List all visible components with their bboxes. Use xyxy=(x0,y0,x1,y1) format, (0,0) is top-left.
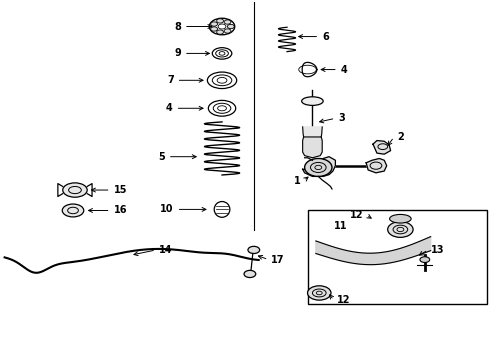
Ellipse shape xyxy=(227,24,234,29)
Ellipse shape xyxy=(217,19,223,23)
Bar xyxy=(308,211,487,304)
Polygon shape xyxy=(303,137,322,158)
Text: 14: 14 xyxy=(159,245,172,255)
Text: 9: 9 xyxy=(174,48,181,58)
Polygon shape xyxy=(366,158,387,173)
Polygon shape xyxy=(373,140,391,154)
Ellipse shape xyxy=(388,222,413,237)
Text: 12: 12 xyxy=(337,295,350,305)
Text: 7: 7 xyxy=(167,75,173,85)
Ellipse shape xyxy=(224,29,231,33)
Ellipse shape xyxy=(248,246,260,253)
Text: 10: 10 xyxy=(160,204,173,215)
Polygon shape xyxy=(303,157,335,176)
Ellipse shape xyxy=(308,286,331,300)
Text: 16: 16 xyxy=(114,206,127,216)
Text: 15: 15 xyxy=(114,185,127,195)
Text: 4: 4 xyxy=(341,64,347,75)
Text: 6: 6 xyxy=(322,32,329,41)
Ellipse shape xyxy=(420,257,430,262)
Text: 3: 3 xyxy=(338,113,345,123)
Ellipse shape xyxy=(62,204,84,217)
Text: 4: 4 xyxy=(166,103,172,113)
Ellipse shape xyxy=(63,183,87,197)
Ellipse shape xyxy=(224,20,231,24)
Ellipse shape xyxy=(302,97,323,105)
Text: 8: 8 xyxy=(174,22,181,32)
Polygon shape xyxy=(303,127,322,137)
Ellipse shape xyxy=(211,22,218,26)
Text: 11: 11 xyxy=(334,221,347,230)
Text: 1: 1 xyxy=(294,176,301,186)
Ellipse shape xyxy=(390,215,411,223)
Text: 5: 5 xyxy=(158,152,165,162)
Text: 2: 2 xyxy=(397,132,404,142)
Text: 17: 17 xyxy=(271,255,285,265)
Text: 12: 12 xyxy=(350,210,363,220)
Ellipse shape xyxy=(217,30,223,34)
Text: 13: 13 xyxy=(431,245,444,255)
Ellipse shape xyxy=(244,270,256,278)
Ellipse shape xyxy=(305,158,332,176)
Polygon shape xyxy=(316,237,431,265)
Ellipse shape xyxy=(211,27,218,31)
